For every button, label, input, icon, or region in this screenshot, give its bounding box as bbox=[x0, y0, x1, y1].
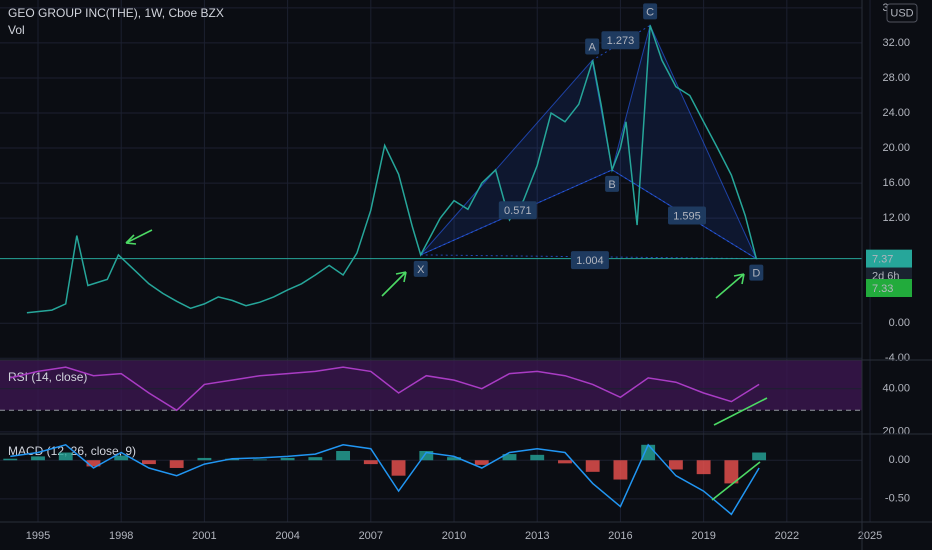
trend-line bbox=[711, 461, 761, 501]
histogram-bar bbox=[668, 460, 683, 470]
histogram-bar bbox=[142, 460, 156, 465]
histogram-bar bbox=[558, 460, 572, 464]
ratio-box bbox=[667, 206, 706, 225]
x-tick-label: 2025 bbox=[858, 530, 882, 542]
arrow bbox=[125, 229, 153, 245]
x-tick-label: 2010 bbox=[442, 530, 466, 542]
histogram-bar bbox=[696, 460, 711, 475]
histogram-bar bbox=[391, 460, 406, 476]
ratio-label: 1.595 bbox=[673, 210, 701, 222]
pattern-dashed bbox=[591, 24, 651, 61]
pattern-point-box bbox=[643, 3, 658, 20]
histogram-bar bbox=[724, 460, 739, 484]
y-tick-label: 0.00 bbox=[889, 454, 910, 466]
ratio-label: 1.273 bbox=[607, 35, 635, 47]
histogram-bar bbox=[114, 455, 129, 461]
pattern-point-label: X bbox=[417, 264, 425, 276]
histogram-bar bbox=[419, 450, 434, 461]
x-tick-label: 1998 bbox=[109, 530, 133, 542]
trend-line bbox=[713, 397, 768, 426]
series-line bbox=[10, 443, 760, 516]
histogram-bar bbox=[225, 458, 240, 461]
ratio-box bbox=[498, 201, 537, 220]
y-tick-label: 40.00 bbox=[882, 383, 910, 395]
histogram-bar bbox=[530, 454, 545, 461]
x-tick-label: 2001 bbox=[192, 530, 216, 542]
histogram-bar bbox=[585, 460, 600, 472]
arrow bbox=[715, 273, 745, 299]
ratio-label: 1.004 bbox=[576, 255, 604, 267]
series-line bbox=[26, 25, 758, 314]
histogram-bar bbox=[3, 458, 18, 461]
pattern-point-box bbox=[749, 264, 764, 281]
histogram-bar bbox=[169, 460, 184, 468]
pattern-point-label: C bbox=[646, 6, 654, 18]
histogram-bar bbox=[474, 460, 489, 465]
histogram-bar bbox=[280, 457, 295, 461]
symbol-title: GEO GROUP INC(THE), 1W, Cboe BZX bbox=[8, 6, 224, 20]
histogram-bar bbox=[336, 450, 351, 461]
histogram-bar bbox=[31, 456, 45, 461]
currency-label: USD bbox=[890, 7, 913, 19]
y-tick-label: -0.50 bbox=[885, 493, 910, 505]
y-tick-label: 16.00 bbox=[882, 177, 910, 189]
pattern-dashed bbox=[420, 254, 757, 260]
pattern-point-label: A bbox=[588, 41, 596, 53]
pattern-point-box bbox=[413, 260, 428, 277]
histogram-bar bbox=[447, 457, 461, 461]
arrow bbox=[381, 271, 407, 297]
last-price-tag bbox=[866, 249, 912, 268]
x-tick-label: 2016 bbox=[608, 530, 632, 542]
histogram-bar bbox=[363, 460, 378, 465]
x-tick-label: 2013 bbox=[525, 530, 549, 542]
histogram-bar bbox=[252, 459, 267, 461]
annotation-arrows bbox=[125, 229, 768, 501]
pattern-point-box bbox=[605, 175, 620, 192]
y-tick-label: -4.00 bbox=[885, 352, 910, 364]
histogram-bar bbox=[502, 454, 517, 461]
last-price-label: 7.37 bbox=[872, 254, 893, 266]
pattern-dashed bbox=[611, 169, 757, 260]
x-tick-label: 2007 bbox=[359, 530, 383, 542]
close-price-tag bbox=[866, 279, 912, 298]
ratio-box bbox=[601, 31, 640, 50]
histogram-bar bbox=[641, 444, 656, 461]
y-tick-label: 12.00 bbox=[882, 212, 910, 224]
volume-label: Vol bbox=[8, 23, 25, 37]
y-tick-label: 20.00 bbox=[882, 426, 910, 438]
y-tick-label: 28.00 bbox=[882, 72, 910, 84]
ratio-label: 0.571 bbox=[504, 205, 532, 217]
y-tick-label: 0.00 bbox=[889, 317, 910, 329]
y-tick-label: 32.00 bbox=[882, 37, 910, 49]
x-tick-label: 2022 bbox=[775, 530, 799, 542]
rsi-band bbox=[0, 360, 862, 411]
x-tick-label: 2019 bbox=[691, 530, 715, 542]
histogram-bar bbox=[86, 460, 101, 467]
pane-title: MACD (12, 26, close, 9) bbox=[8, 444, 136, 458]
x-tick-label: 1995 bbox=[26, 530, 50, 542]
histogram-bar bbox=[197, 457, 212, 461]
histogram-bar bbox=[613, 460, 628, 480]
histogram-bar bbox=[58, 452, 73, 461]
pane-title: RSI (14, close) bbox=[8, 370, 87, 384]
histogram-bar bbox=[752, 452, 767, 461]
ratio-box bbox=[570, 251, 609, 270]
pattern-point-label: B bbox=[608, 179, 615, 191]
currency-badge[interactable] bbox=[886, 3, 918, 23]
close-price-label: 7.33 bbox=[872, 283, 893, 295]
y-tick-label: 20.00 bbox=[882, 142, 910, 154]
pattern-point-label: D bbox=[752, 268, 760, 280]
histogram-bar bbox=[308, 457, 323, 461]
x-tick-label: 2004 bbox=[275, 530, 299, 542]
y-tick-label: 24.00 bbox=[882, 107, 910, 119]
pattern-point-box bbox=[585, 38, 600, 55]
series-line bbox=[10, 366, 760, 412]
